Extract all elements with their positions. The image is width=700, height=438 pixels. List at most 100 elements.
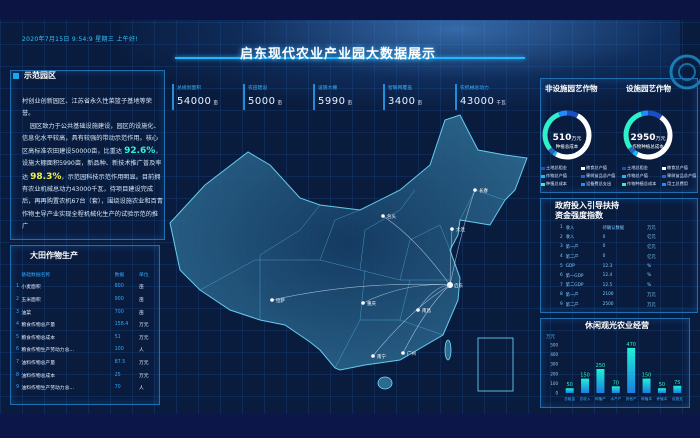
city-marker[interactable] xyxy=(381,214,385,218)
bar[interactable] xyxy=(565,388,574,393)
city-label: 启东 xyxy=(454,282,463,289)
cell: 70 xyxy=(114,385,121,391)
bar[interactable] xyxy=(627,347,636,393)
cell: 9 xyxy=(560,302,563,308)
city-label: 南宁 xyxy=(377,353,386,360)
donut-chart xyxy=(623,110,673,160)
donut-segment xyxy=(623,110,673,160)
legend-label: 果树苗品总产值 xyxy=(667,173,697,178)
panel-marker-icon xyxy=(13,73,19,79)
stat-unit: 亩 xyxy=(347,101,353,106)
bar[interactable] xyxy=(611,386,620,393)
donut-segment xyxy=(542,110,592,160)
bar[interactable] xyxy=(673,385,682,393)
city-label: 长春 xyxy=(479,187,488,194)
cell: 第二产 xyxy=(565,302,579,308)
city-marker[interactable] xyxy=(361,301,365,305)
stat-label: 智联网覆盖 xyxy=(388,86,412,91)
flight-route xyxy=(382,215,451,286)
stat-unit: 亩 xyxy=(277,101,283,106)
donut-title: 设施园艺作物 xyxy=(626,84,671,93)
chart-title: 休闲观光农业经营 xyxy=(585,321,649,330)
province-borders xyxy=(199,189,506,369)
cell: 人 xyxy=(138,386,144,392)
col-unit: 单位 xyxy=(138,272,149,278)
cell: 0 xyxy=(602,234,606,240)
donut-center: 510万元 种植总成本 xyxy=(542,125,592,150)
city-label: 南昌 xyxy=(422,307,431,314)
cell: 12.5 xyxy=(602,282,613,288)
cell: 粮食作物总产量 xyxy=(21,323,56,329)
bar[interactable] xyxy=(596,369,605,393)
legend-item: 种植总成本 xyxy=(541,181,579,187)
donut-title: 非设施园艺作物 xyxy=(545,84,598,93)
bar[interactable] xyxy=(657,388,666,393)
flight-route xyxy=(271,283,451,301)
legend-swatch xyxy=(541,174,545,178)
city-marker[interactable] xyxy=(270,298,274,302)
legend-item: 土地总租金 xyxy=(541,165,579,171)
hainan xyxy=(377,376,393,390)
city-marker[interactable] xyxy=(401,351,405,355)
stat-unit: 千瓦 xyxy=(496,101,507,106)
legend-label: 土地总租金 xyxy=(546,165,567,170)
legend-swatch xyxy=(622,174,626,178)
bar-value-label: 50 xyxy=(659,382,665,388)
city-marker[interactable] xyxy=(371,354,375,358)
stat-unit: 亩 xyxy=(213,101,219,106)
cell: 2 xyxy=(16,296,20,302)
stat-value: 5000 xyxy=(248,96,276,107)
cell: 900 xyxy=(114,296,124,302)
legend-item: 作物总产值 xyxy=(541,173,579,179)
cell: 7 xyxy=(560,282,563,288)
city-label: 包头 xyxy=(387,213,396,220)
donut-unit: 万元 xyxy=(571,136,582,142)
x-tick-label: 其他产 xyxy=(626,396,637,401)
cell: 油菜 xyxy=(21,310,32,316)
cell: 1 xyxy=(16,284,20,290)
page-title: 启东现代农业产业园大数据展示 xyxy=(240,47,437,62)
highlight-adoption: 98.3% xyxy=(30,171,62,182)
legend-label: 用工总费用 xyxy=(667,181,688,186)
x-tick-label: 总租金 xyxy=(564,396,575,401)
bar[interactable] xyxy=(642,378,651,393)
legend-item: 果树苗品总产值 xyxy=(662,173,700,179)
legend-item: 果树苗品总产值 xyxy=(581,173,619,179)
table-row: 8 第一产 2100 万元 xyxy=(560,290,665,300)
x-tick-label: 种植本 xyxy=(641,396,652,401)
legend-item: 粮食总产值 xyxy=(581,165,619,171)
legend-swatch xyxy=(541,166,545,170)
cell: 收入 xyxy=(565,225,575,231)
stat-value: 3400 xyxy=(388,96,416,107)
cell: 3 xyxy=(16,309,20,315)
cell: 87.5 xyxy=(114,359,126,365)
legend-swatch xyxy=(622,166,626,170)
city-marker[interactable] xyxy=(450,227,454,231)
paragraph-2c: ，示范园科技示范作用明显。目前拥有农业机械总动力43000千瓦，待项目建设完成后… xyxy=(22,173,163,230)
legend-item: 作物总产值 xyxy=(622,173,660,179)
legend-label: 设备费总支出 xyxy=(586,181,612,186)
cell: 第一GDP xyxy=(565,273,584,279)
legend-label: 土地总租金 xyxy=(627,165,648,170)
legend-swatch xyxy=(662,182,666,186)
paragraph-2a: 园区致力于公共基础设施建设，园区的设施化、信息化水平较高，具有较强的带动示范作用… xyxy=(22,122,160,156)
stat-value: 54000 xyxy=(177,96,212,107)
donut-value: 2950 xyxy=(630,133,656,143)
cell: 待确认数据 xyxy=(602,225,625,231)
legend-item: 粮食总产值 xyxy=(662,165,700,171)
cell: 玉米面积 xyxy=(21,297,41,303)
donut-legend: 土地总租金 粮食总产值 作物总产值 果树苗品总产值 种植总成本 设备费总支出 xyxy=(541,165,619,187)
bar[interactable] xyxy=(581,378,590,393)
legend-item: 设备费总支出 xyxy=(581,181,619,187)
field-crops-table: 基础数据名称 数据 单位 1 小麦面积 800 亩 2 玉米面积 900 亩 3 油菜 700 亩 4 粮食作物… xyxy=(16,268,156,394)
cell: 万元 xyxy=(138,323,149,329)
y-tick-label: 400 xyxy=(550,352,558,357)
city-marker[interactable] xyxy=(473,188,477,192)
city-label: 重庆 xyxy=(367,300,376,307)
gov-title-line2: 资金强度指数 xyxy=(555,211,603,220)
legend-swatch xyxy=(662,166,666,170)
bar-value-label: 250 xyxy=(596,363,606,369)
header-glow xyxy=(120,20,680,110)
cell: 25 xyxy=(114,372,121,378)
stat-label: 总规划面积 xyxy=(177,86,201,91)
